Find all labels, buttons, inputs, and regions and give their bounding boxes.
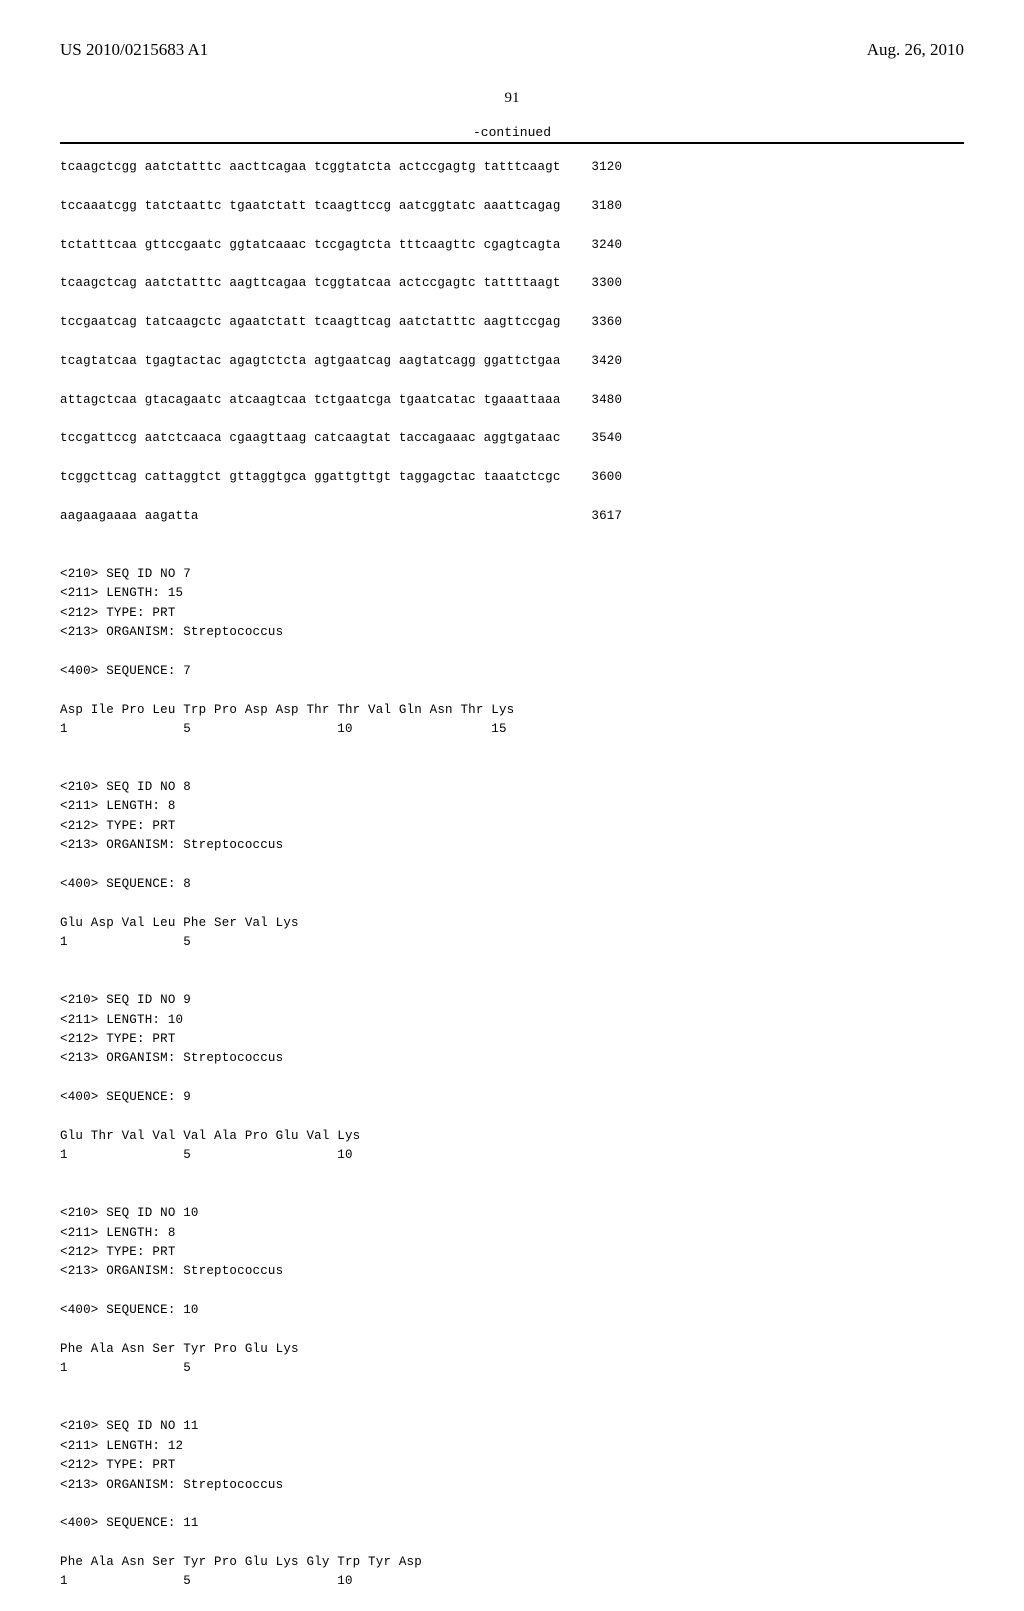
divider	[60, 142, 964, 144]
sequence-listing: tcaagctcgg aatctatttc aacttcagaa tcggtat…	[60, 158, 964, 1611]
publication-date: Aug. 26, 2010	[867, 40, 964, 60]
continued-label: -continued	[60, 125, 964, 140]
publication-number: US 2010/0215683 A1	[60, 40, 208, 60]
header-row: US 2010/0215683 A1 Aug. 26, 2010	[60, 40, 964, 60]
page-number: 91	[60, 90, 964, 107]
